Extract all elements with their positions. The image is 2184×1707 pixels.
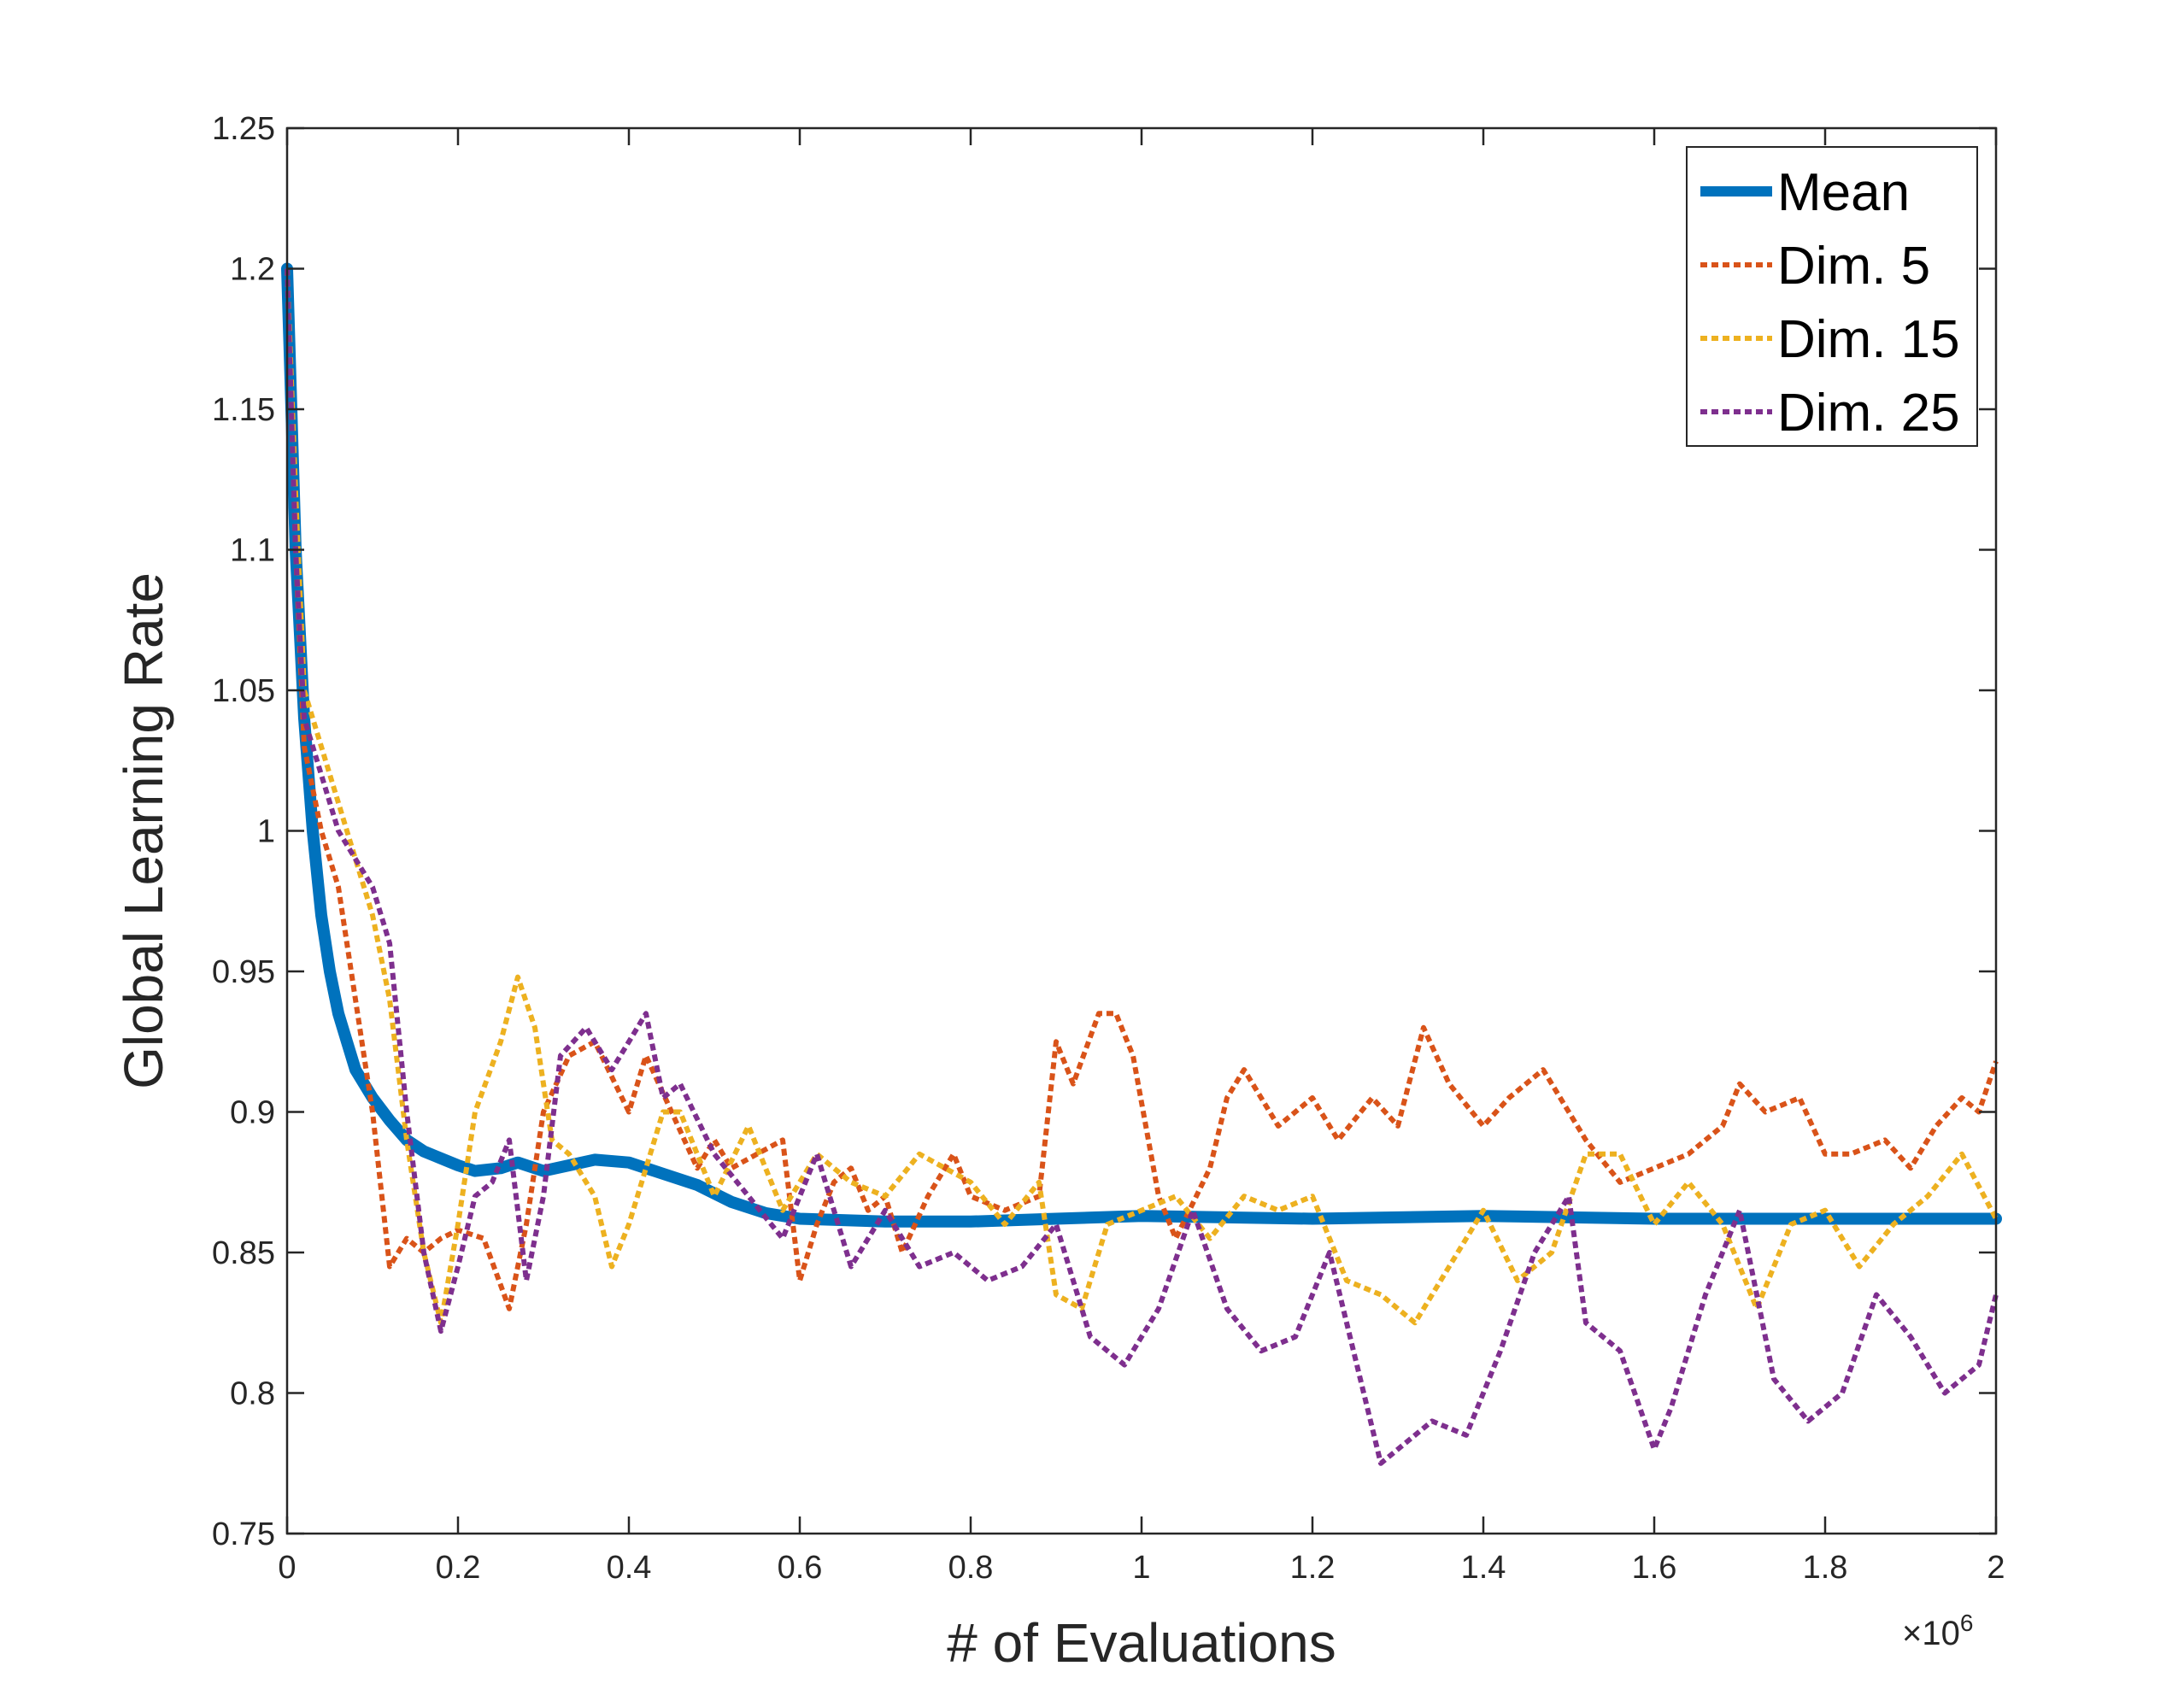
y-tick-label: 0.85	[212, 1235, 275, 1271]
x-axis-multiplier: ×106	[1902, 1610, 1973, 1652]
x-tick-label: 2	[1987, 1550, 2005, 1586]
legend-box	[1686, 146, 1978, 447]
series-line-dim-25	[285, 268, 1999, 1466]
y-tick-label: 0.75	[212, 1516, 275, 1552]
x-tick-label: 1.2	[1290, 1550, 1336, 1586]
y-tick-label: 0.95	[212, 954, 275, 990]
legend-label: Mean	[1777, 163, 1910, 222]
y-axis-title: Global Learning Rate	[113, 572, 174, 1089]
x-tick-label: 0	[278, 1550, 296, 1586]
legend: Mean Dim. 5 Dim. 15 Dim. 25	[1686, 146, 1978, 447]
y-tick-label: 1.1	[230, 533, 275, 569]
y-tick-label: 1.15	[212, 392, 275, 428]
y-tick-label: 1.05	[212, 673, 275, 709]
x-axis-title: # of Evaluations	[947, 1612, 1336, 1674]
tick-labels-layer: 0 0.2 0.4 0.6 0.8 1 1.2 1.4 1.6 1.8 2 0.75 0.8 0.85 0.…	[212, 111, 2005, 1586]
x-tick-label: 1	[1132, 1550, 1150, 1586]
legend-label: Dim. 15	[1777, 310, 1960, 369]
y-tick-label: 1.2	[230, 252, 275, 288]
y-tick-label: 1	[257, 814, 275, 850]
series-line-mean	[281, 262, 2002, 1228]
x-tick-label: 1.6	[1632, 1550, 1677, 1586]
ticks-layer	[285, 126, 1998, 1535]
legend-label: Dim. 5	[1777, 237, 1930, 296]
x-tick-label: 0.4	[607, 1550, 652, 1586]
x-tick-label: 0.6	[778, 1550, 823, 1586]
y-tick-label: 0.8	[230, 1376, 275, 1412]
series-line-dim-15	[285, 268, 1999, 1326]
x-tick-label: 0.2	[436, 1550, 481, 1586]
x-tick-label: 1.8	[1803, 1550, 1848, 1586]
y-tick-label: 1.25	[212, 111, 275, 147]
series-layer	[281, 262, 2002, 1466]
legend-label: Dim. 25	[1777, 384, 1960, 443]
y-tick-label: 0.9	[230, 1095, 275, 1131]
x-tick-label: 0.8	[948, 1550, 994, 1586]
x-axis-multiplier-exponent: 6	[1960, 1610, 1974, 1636]
x-tick-label: 1.4	[1461, 1550, 1506, 1586]
x-axis-multiplier-base: ×10	[1902, 1615, 1960, 1652]
